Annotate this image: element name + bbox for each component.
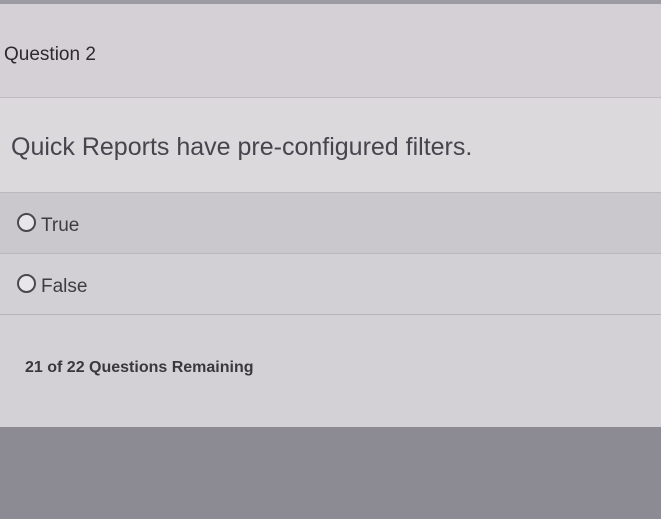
question-text: Quick Reports have pre-configured filter… (11, 133, 473, 161)
page-background (0, 427, 661, 519)
radio-false[interactable] (17, 274, 36, 293)
option-label: False (41, 276, 88, 297)
question-number: Question 2 (4, 44, 96, 65)
option-label: True (41, 215, 80, 236)
status-area: 21 of 22 Questions Remaining (0, 314, 661, 428)
radio-true[interactable] (17, 213, 36, 232)
question-body: Quick Reports have pre-configured filter… (0, 97, 661, 193)
question-header: Question 2 (0, 0, 661, 97)
option-true[interactable]: True (0, 192, 661, 253)
questions-remaining: 21 of 22 Questions Remaining (25, 359, 254, 376)
option-false[interactable]: False (0, 253, 661, 314)
